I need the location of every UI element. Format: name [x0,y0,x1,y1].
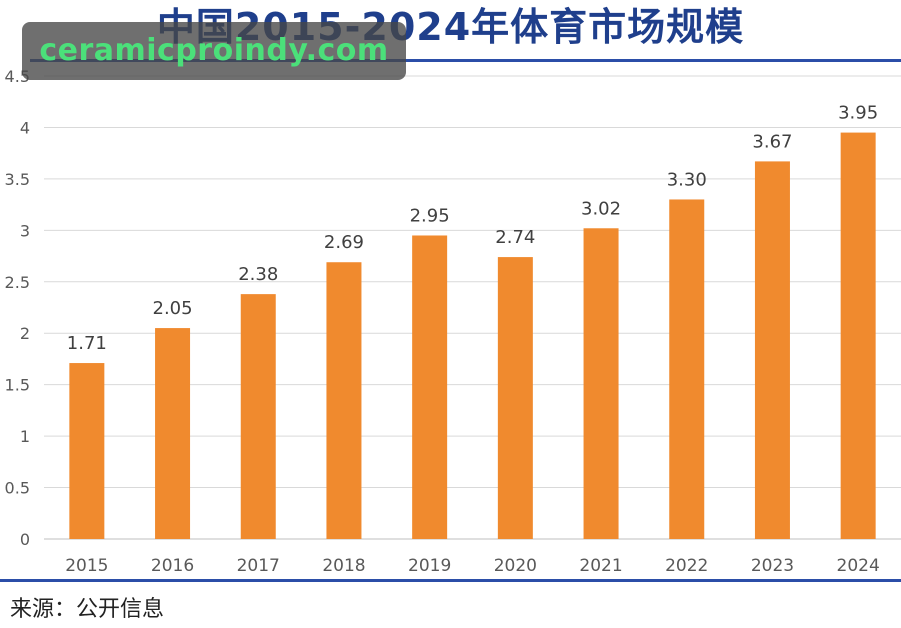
data-label: 3.02 [581,198,621,219]
x-tick-label: 2020 [494,556,537,576]
data-label: 2.74 [495,227,535,248]
bar [669,199,705,539]
x-axis-ticks: 2015 2016 2017 2018 2019 2020 2021 2022 2023 2024 [65,556,880,576]
x-tick-label: 2016 [151,556,194,576]
bar [69,363,105,539]
footer-divider [0,579,901,582]
bar [240,294,276,539]
y-tick-label: 2 [20,324,30,343]
y-tick-label: 1 [20,427,30,446]
data-label: 2.69 [324,232,364,253]
y-tick-label: 0.5 [5,479,30,498]
y-tick-label: 4 [20,118,30,137]
x-tick-label: 2017 [237,556,280,576]
data-label: 1.71 [67,333,107,354]
bar [497,257,533,539]
bar [326,262,362,539]
data-label: 3.30 [667,169,707,190]
y-tick-label: 2.5 [5,273,30,292]
x-tick-label: 2021 [579,556,622,576]
data-label: 2.95 [410,205,450,226]
bar [840,132,876,540]
data-labels: 1.71 2.05 2.38 2.69 2.95 2.74 3.02 3.30 3.67 3.95 [67,103,878,354]
data-label: 2.05 [153,298,193,319]
bar [155,328,191,539]
source-note: 来源：公开信息 [10,597,165,622]
y-tick-label: 3 [20,221,30,240]
x-tick-label: 2018 [322,556,365,576]
bar [583,228,619,539]
title-underline [30,59,901,62]
x-tick-label: 2024 [837,556,880,576]
data-label: 2.38 [238,264,278,285]
y-axis-ticks: 00.511.522.533.544.5 [5,67,30,549]
data-label: 3.95 [838,103,878,124]
x-tick-label: 2022 [665,556,708,576]
x-tick-label: 2023 [751,556,794,576]
x-tick-label: 2015 [65,556,108,576]
bar [754,161,790,540]
y-tick-label: 3.5 [5,170,30,189]
y-tick-label: 1.5 [5,376,30,395]
y-tick-label: 0 [20,530,30,549]
x-tick-label: 2019 [408,556,451,576]
watermark: ceramicproindy.com [22,22,406,80]
bars [69,132,876,540]
bar [412,235,448,539]
data-label: 3.67 [752,131,792,152]
